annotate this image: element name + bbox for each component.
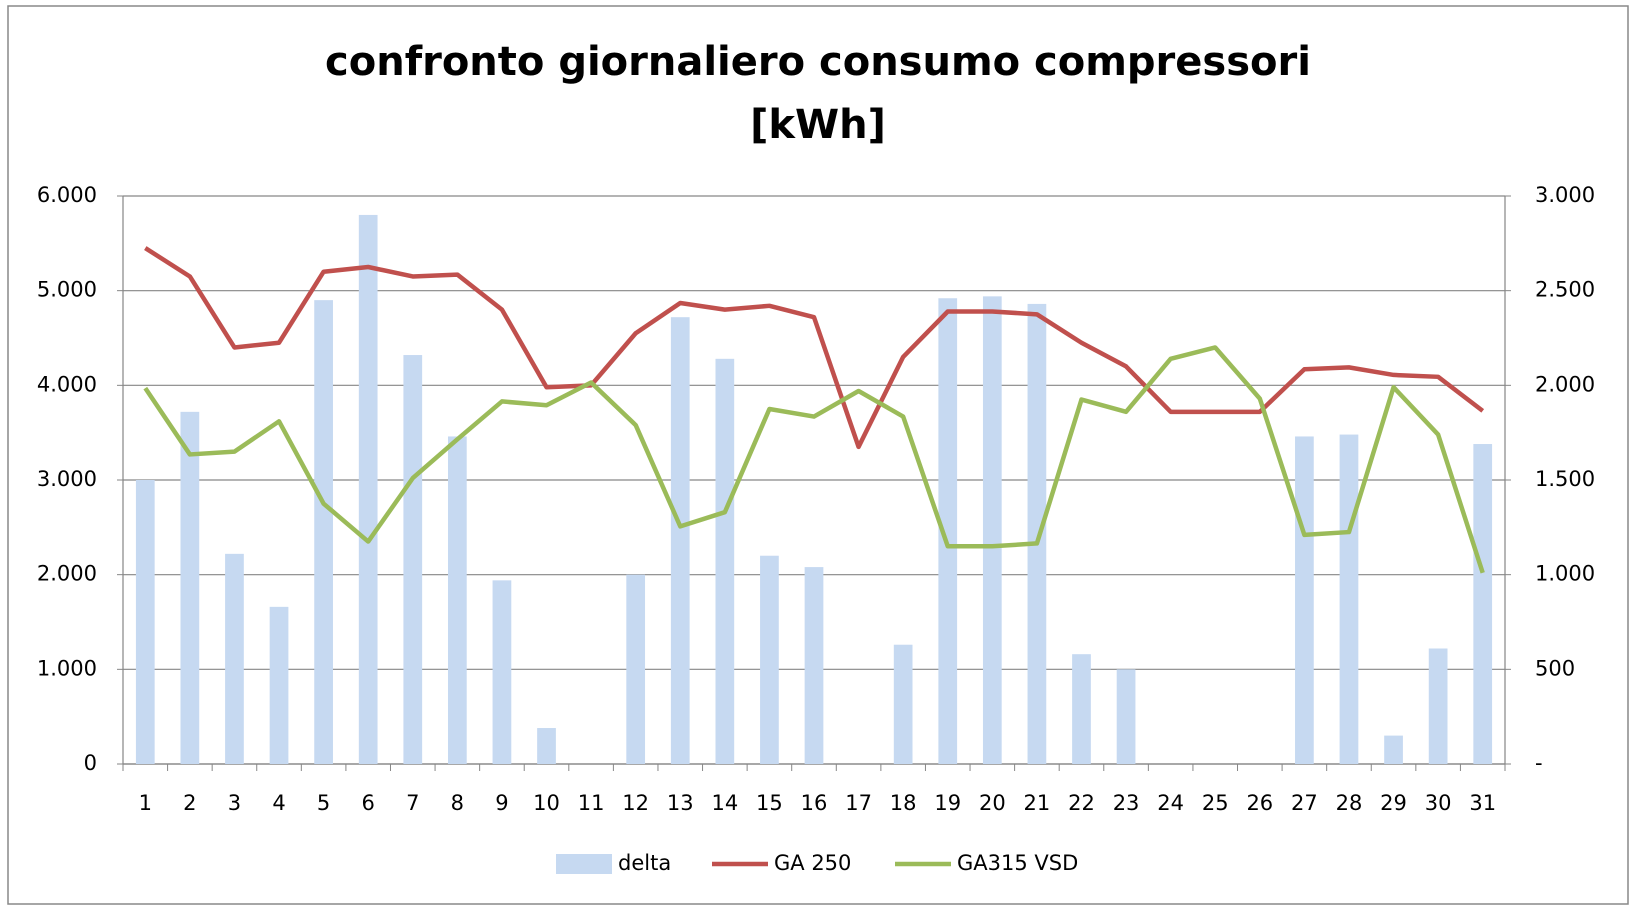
x-tick-label: 17 <box>845 791 872 815</box>
x-tick-label: 13 <box>667 791 694 815</box>
x-tick-label: 19 <box>934 791 961 815</box>
x-tick-label: 31 <box>1469 791 1496 815</box>
x-tick-label: 5 <box>317 791 330 815</box>
y-tick-label: 0 <box>84 751 97 775</box>
legend-label: delta <box>618 851 671 875</box>
x-tick-label: 16 <box>801 791 828 815</box>
y2-tick-label: 500 <box>1535 656 1575 680</box>
bar <box>135 480 155 764</box>
line <box>143 345 1485 574</box>
x-tick-label: 1 <box>139 791 152 815</box>
x-tick-label: 28 <box>1336 791 1363 815</box>
bar <box>225 553 244 764</box>
x-tick-label: 27 <box>1291 791 1318 815</box>
x-tick-label: 23 <box>1113 791 1140 815</box>
bar <box>358 214 378 764</box>
x-tick-label: 2 <box>183 791 196 815</box>
bar <box>982 296 1002 764</box>
bar <box>492 580 512 764</box>
x-tick-label: 30 <box>1425 791 1452 815</box>
y2-tick-label: 2.500 <box>1535 278 1595 302</box>
bar <box>314 300 333 764</box>
x-tick-label: 8 <box>451 791 464 815</box>
bar <box>715 358 735 764</box>
bar <box>1116 669 1136 764</box>
bar <box>1473 444 1493 764</box>
x-tick-label: 20 <box>979 791 1006 815</box>
x-tick-label: 29 <box>1380 791 1407 815</box>
bar <box>938 298 958 764</box>
bar <box>269 606 289 764</box>
bar <box>1295 436 1314 764</box>
bar <box>626 574 646 764</box>
y2-tick-label: 1.500 <box>1535 467 1595 491</box>
bar <box>804 567 824 764</box>
chart-title: confronto giornaliero consumo compressor… <box>325 39 1311 85</box>
x-tick-label: 14 <box>711 791 738 815</box>
bar <box>1072 654 1091 764</box>
x-tick-label: 18 <box>890 791 917 815</box>
y2-tick-label: 2.000 <box>1535 372 1595 396</box>
y2-tick-label: 3.000 <box>1535 183 1595 207</box>
bar <box>447 436 467 764</box>
x-tick-label: 3 <box>228 791 241 815</box>
bar <box>1339 434 1359 764</box>
y2-tick-label: - <box>1535 751 1543 775</box>
legend-label: GA 250 <box>774 851 851 875</box>
x-tick-label: 9 <box>495 791 508 815</box>
chart-title: [kWh] <box>750 102 886 148</box>
y-tick-label: 3.000 <box>37 467 97 491</box>
bar <box>537 728 556 764</box>
x-tick-label: 24 <box>1157 791 1184 815</box>
x-tick-label: 22 <box>1068 791 1095 815</box>
bar <box>893 644 913 764</box>
bar <box>1027 303 1047 764</box>
bar <box>1384 735 1403 764</box>
legend-label: GA315 VSD <box>957 851 1078 875</box>
bar <box>403 355 423 764</box>
x-tick-label: 26 <box>1246 791 1273 815</box>
bar <box>760 555 779 764</box>
x-tick-label: 21 <box>1024 791 1051 815</box>
x-tick-label: 7 <box>406 791 419 815</box>
bar <box>180 411 200 764</box>
y-tick-label: 4.000 <box>37 372 97 396</box>
x-tick-label: 11 <box>578 791 605 815</box>
x-tick-label: 10 <box>533 791 560 815</box>
y-tick-label: 1.000 <box>37 656 97 680</box>
x-tick-label: 15 <box>756 791 783 815</box>
x-tick-label: 4 <box>272 791 285 815</box>
y-tick-label: 5.000 <box>37 278 97 302</box>
x-tick-label: 25 <box>1202 791 1229 815</box>
y2-tick-label: 1.000 <box>1535 562 1595 586</box>
y-tick-label: 2.000 <box>37 562 97 586</box>
bar <box>1428 648 1448 764</box>
bar <box>670 317 690 764</box>
x-tick-label: 6 <box>362 791 375 815</box>
x-tick-label: 12 <box>622 791 649 815</box>
legend-swatch <box>556 854 612 874</box>
y-tick-label: 6.000 <box>37 183 97 207</box>
line <box>144 246 1485 450</box>
